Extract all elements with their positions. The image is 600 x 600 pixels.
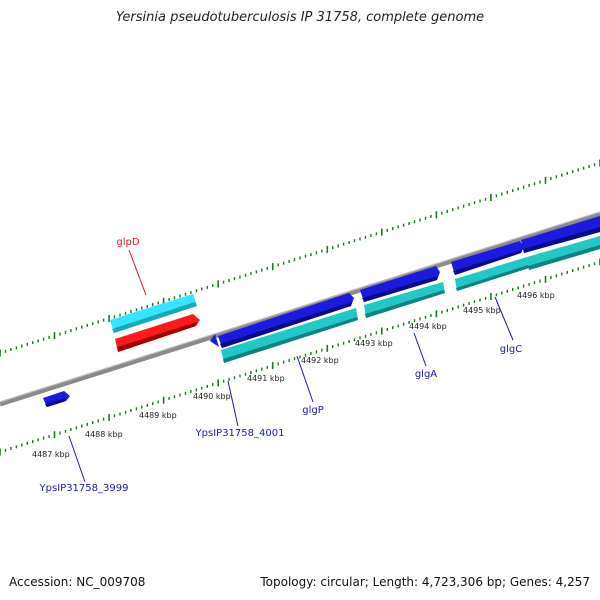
- upper-tick-scale: [0, 159, 600, 357]
- gene-glgC-arrow[interactable]: [521, 216, 600, 253]
- kbp-label: 4494 kbp: [409, 322, 447, 331]
- kbp-label: 4487 kbp: [32, 450, 70, 459]
- kbp-label: 4489 kbp: [139, 411, 177, 420]
- gene-YpsIP31758_3999-arrow[interactable]: [43, 391, 70, 407]
- kbp-label: 4490 kbp: [193, 392, 231, 401]
- gene-label-YpsIP31758_4001[interactable]: YpsIP31758_4001: [195, 428, 285, 439]
- accession-text: Accession: NC_009708: [9, 575, 146, 589]
- kbp-label: 4491 kbp: [247, 374, 285, 383]
- kbp-label: 4495 kbp: [463, 306, 501, 315]
- gene-small-arrow[interactable]: [210, 334, 219, 347]
- gene-label-glpD[interactable]: glpD: [116, 237, 139, 248]
- forward-rna-track[interactable]: [221, 236, 600, 363]
- gene-label-glgC[interactable]: glgC: [500, 344, 522, 355]
- gene-label-YpsIP31758_3999[interactable]: YpsIP31758_3999: [39, 483, 129, 494]
- kbp-labels: 4487 kbp 4488 kbp 4489 kbp 4490 kbp 4491…: [32, 291, 555, 459]
- gene-glpD-arrow[interactable]: [115, 314, 200, 352]
- lower-tick-scale: [0, 258, 600, 456]
- gene-YpsIP31758_4001-arrow[interactable]: [218, 293, 354, 348]
- gene-label-glgA[interactable]: glgA: [415, 369, 437, 380]
- kbp-label: 4496 kbp: [517, 291, 555, 300]
- gene-labels: glpD YpsIP31758_3999 YpsIP31758_4001 glg…: [39, 237, 523, 494]
- gene-label-glgP[interactable]: glgP: [302, 405, 324, 416]
- kbp-label: 4488 kbp: [85, 430, 123, 439]
- genome-backbone: [0, 211, 600, 407]
- kbp-label: 4493 kbp: [355, 339, 393, 348]
- genome-summary-text: Topology: circular; Length: 4,723,306 bp…: [260, 575, 590, 589]
- gene-glgA-arrow[interactable]: [451, 241, 524, 275]
- reverse-rna-feature[interactable]: [110, 294, 197, 333]
- genome-title: Yersinia pseudotuberculosis IP 31758, co…: [115, 10, 485, 25]
- gene-glgP-arrow[interactable]: [360, 266, 440, 302]
- gene-label-leaders: [68, 249, 514, 483]
- kbp-label: 4492 kbp: [301, 356, 339, 365]
